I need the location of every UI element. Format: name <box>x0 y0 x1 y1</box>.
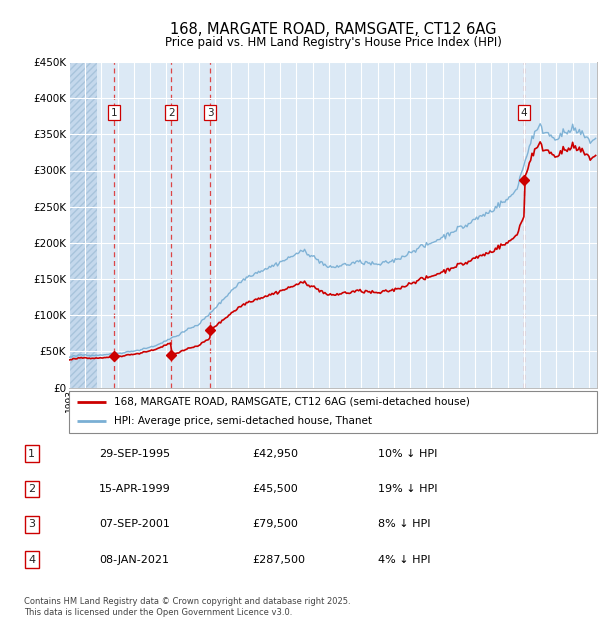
Text: 4: 4 <box>521 108 527 118</box>
Text: 19% ↓ HPI: 19% ↓ HPI <box>378 484 437 494</box>
Text: Price paid vs. HM Land Registry's House Price Index (HPI): Price paid vs. HM Land Registry's House … <box>164 36 502 49</box>
Text: 2: 2 <box>28 484 35 494</box>
Text: 8% ↓ HPI: 8% ↓ HPI <box>378 519 431 529</box>
Text: HPI: Average price, semi-detached house, Thanet: HPI: Average price, semi-detached house,… <box>114 417 372 427</box>
Text: 15-APR-1999: 15-APR-1999 <box>99 484 171 494</box>
Text: Contains HM Land Registry data © Crown copyright and database right 2025.
This d: Contains HM Land Registry data © Crown c… <box>24 598 350 617</box>
Text: 1: 1 <box>110 108 117 118</box>
Text: 4% ↓ HPI: 4% ↓ HPI <box>378 554 431 565</box>
Text: £42,950: £42,950 <box>252 448 298 459</box>
FancyBboxPatch shape <box>69 391 597 433</box>
Text: 1: 1 <box>28 448 35 459</box>
Text: 2: 2 <box>168 108 175 118</box>
Text: 4: 4 <box>28 554 35 565</box>
Text: 10% ↓ HPI: 10% ↓ HPI <box>378 448 437 459</box>
Text: 3: 3 <box>28 519 35 529</box>
Text: 29-SEP-1995: 29-SEP-1995 <box>99 448 170 459</box>
Text: 168, MARGATE ROAD, RAMSGATE, CT12 6AG (semi-detached house): 168, MARGATE ROAD, RAMSGATE, CT12 6AG (s… <box>114 397 470 407</box>
Text: 168, MARGATE ROAD, RAMSGATE, CT12 6AG: 168, MARGATE ROAD, RAMSGATE, CT12 6AG <box>170 22 496 37</box>
Text: 08-JAN-2021: 08-JAN-2021 <box>99 554 169 565</box>
Text: £79,500: £79,500 <box>252 519 298 529</box>
Text: 3: 3 <box>207 108 214 118</box>
Text: 07-SEP-2001: 07-SEP-2001 <box>99 519 170 529</box>
Text: £45,500: £45,500 <box>252 484 298 494</box>
Text: £287,500: £287,500 <box>252 554 305 565</box>
